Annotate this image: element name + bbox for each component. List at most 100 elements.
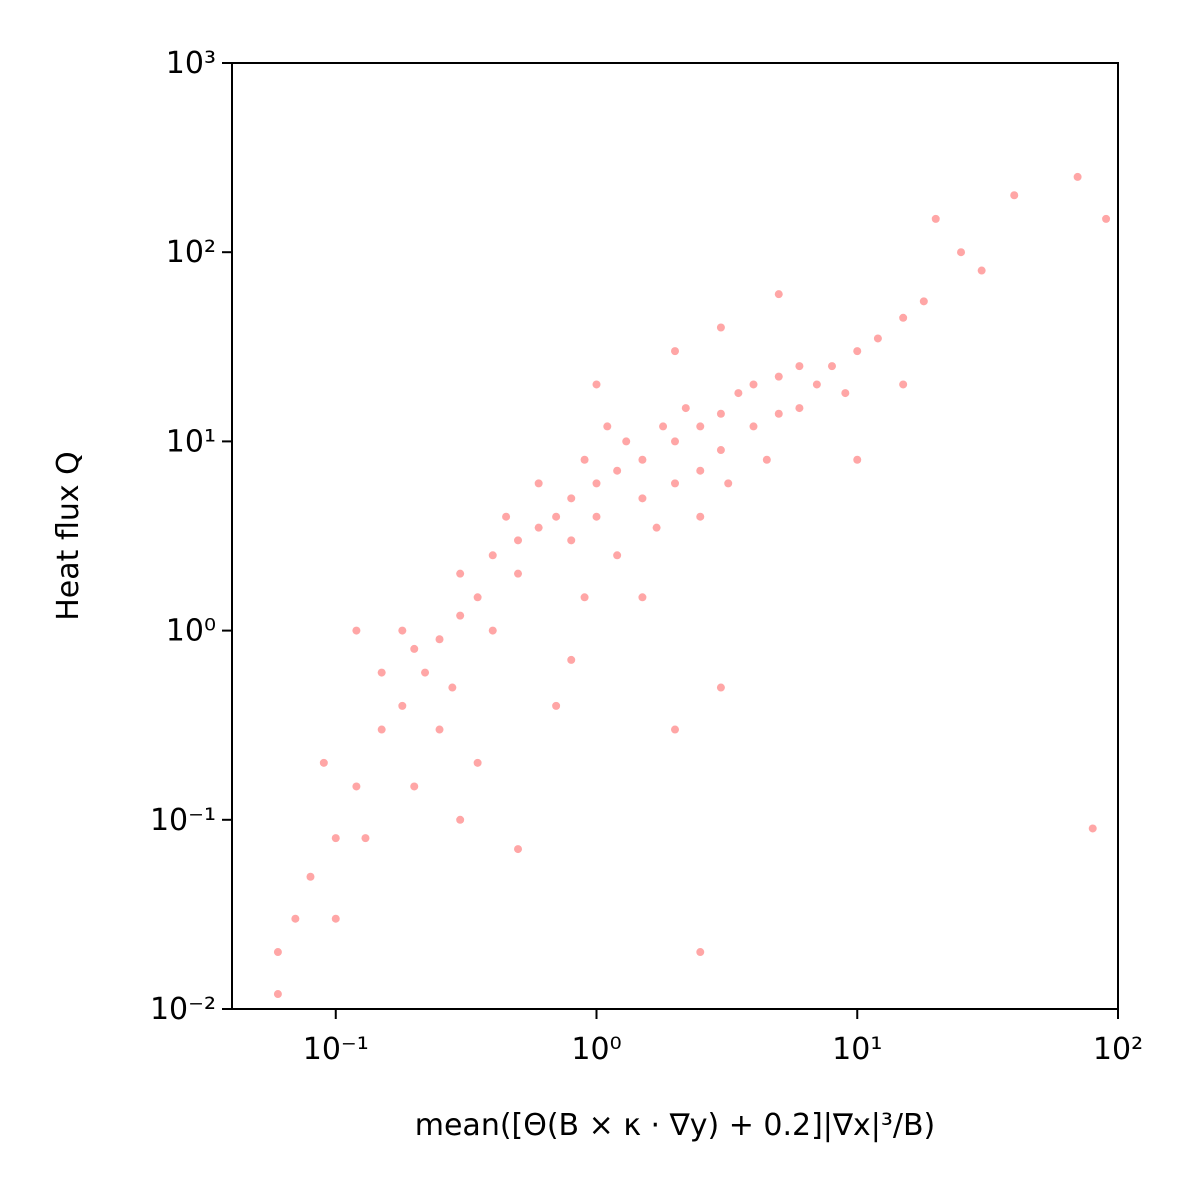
- y-axis-label: Heat flux Q: [51, 451, 86, 621]
- scatter-point: [319, 758, 328, 767]
- scatter-point: [716, 683, 725, 692]
- y-tick-label: 10⁰: [166, 614, 216, 649]
- y-tick-label: 10³: [166, 46, 216, 81]
- scatter-point: [377, 668, 386, 677]
- x-tick-label: 10¹: [832, 1032, 882, 1067]
- scatter-point: [795, 404, 804, 413]
- scatter-point: [398, 626, 407, 635]
- scatter-point: [774, 372, 783, 381]
- scatter-point: [696, 512, 705, 521]
- scatter-point: [853, 347, 862, 356]
- scatter-point: [762, 455, 771, 464]
- scatter-point: [456, 611, 465, 620]
- scatter-point: [421, 668, 430, 677]
- scatter-point: [592, 479, 601, 488]
- scatter-point: [853, 455, 862, 464]
- scatter-point: [671, 437, 679, 446]
- scatter-point: [716, 446, 725, 455]
- scatter-point: [696, 422, 705, 431]
- scatter-point: [306, 872, 315, 881]
- scatter-point: [514, 536, 523, 545]
- scatter-point: [603, 422, 612, 431]
- scatter-point: [696, 466, 705, 475]
- scatter-point: [638, 494, 647, 503]
- scatter-point: [352, 782, 361, 791]
- scatter-point: [977, 266, 986, 275]
- scatter-point: [957, 248, 966, 257]
- scatter-point: [456, 569, 465, 578]
- scatter-point: [473, 593, 482, 602]
- scatter-point: [716, 323, 725, 332]
- scatter-point: [331, 914, 340, 923]
- scatter-point: [622, 437, 631, 446]
- scatter-point: [592, 512, 601, 521]
- scatter-point: [488, 626, 497, 635]
- y-tick-label: 10¹: [166, 424, 216, 459]
- scatter-point: [580, 593, 589, 602]
- scatter-point: [377, 725, 386, 734]
- y-tick-label: 10⁻¹: [150, 803, 216, 838]
- scatter-point: [291, 914, 300, 923]
- scatter-point: [734, 389, 743, 398]
- scatter-point: [580, 455, 589, 464]
- scatter-point: [671, 347, 679, 356]
- scatter-point: [841, 389, 850, 398]
- scatter-point: [502, 512, 511, 521]
- scatter-point: [273, 990, 282, 999]
- scatter-point: [652, 523, 661, 532]
- scatter-point: [352, 626, 361, 635]
- scatter-point: [410, 782, 419, 791]
- scatter-point: [488, 551, 497, 560]
- scatter-point: [671, 725, 679, 734]
- scatter-point: [827, 362, 836, 371]
- scatter-point: [361, 834, 370, 843]
- scatter-point: [681, 404, 690, 413]
- y-tick-label: 10⁻²: [150, 992, 216, 1027]
- scatter-point: [592, 380, 601, 389]
- scatter-point: [919, 297, 928, 306]
- plot-frame: [231, 62, 1119, 1010]
- scatter-point: [456, 815, 465, 824]
- scatter-point: [331, 834, 340, 843]
- scatter-point: [398, 701, 407, 710]
- scatter-point: [1088, 824, 1097, 833]
- scatter-point: [638, 455, 647, 464]
- x-tick-label: 10⁻¹: [303, 1032, 369, 1067]
- scatter-point: [931, 214, 940, 223]
- scatter-point: [899, 380, 908, 389]
- scatter-point: [473, 758, 482, 767]
- scatter-point: [552, 701, 561, 710]
- scatter-point: [749, 422, 758, 431]
- scatter-point: [613, 466, 622, 475]
- scatter-point: [435, 725, 444, 734]
- scatter-point: [716, 409, 725, 418]
- scatter-point: [448, 683, 457, 692]
- scatter-point: [514, 845, 523, 854]
- scatter-point: [774, 290, 783, 299]
- scatter-point: [567, 494, 576, 503]
- x-tick-label: 10²: [1093, 1032, 1143, 1067]
- scatter-point: [410, 644, 419, 653]
- scatter-point: [899, 313, 908, 322]
- scatter-point: [514, 569, 523, 578]
- scatter-point: [534, 523, 543, 532]
- scatter-point: [435, 635, 444, 644]
- scatter-point: [1102, 214, 1111, 223]
- scatter-point: [795, 362, 804, 371]
- scatter-point: [671, 479, 679, 488]
- scatter-point: [567, 536, 576, 545]
- scatter-point: [552, 512, 561, 521]
- scatter-point: [1073, 172, 1082, 181]
- scatter-point: [724, 479, 733, 488]
- scatter-point: [659, 422, 668, 431]
- scatter-point: [613, 551, 622, 560]
- scatter-point: [273, 948, 282, 957]
- scatter-point: [873, 334, 882, 343]
- scatter-point: [1010, 191, 1019, 200]
- scatter-point: [638, 593, 647, 602]
- x-tick-label: 10⁰: [571, 1032, 621, 1067]
- y-tick-label: 10²: [166, 235, 216, 270]
- scatter-point: [534, 479, 543, 488]
- x-axis-label: mean([Θ(B × κ · ∇y) + 0.2]|∇x|³/B): [415, 1108, 936, 1143]
